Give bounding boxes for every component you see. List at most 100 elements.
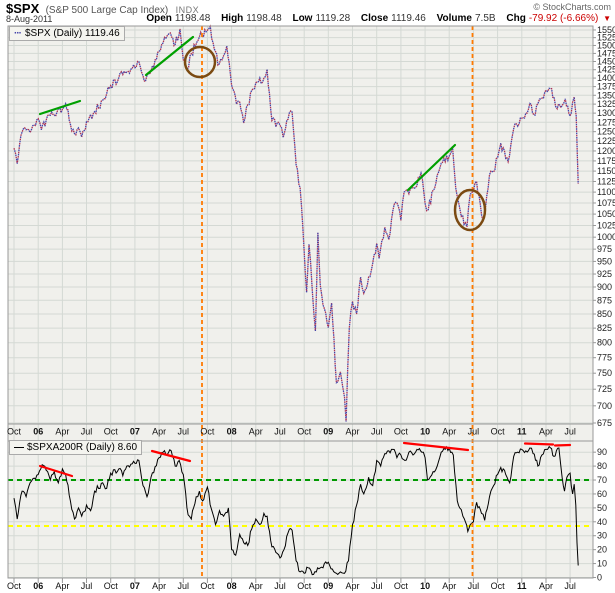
svg-text:Apr: Apr bbox=[345, 427, 359, 437]
svg-text:90: 90 bbox=[597, 447, 607, 457]
svg-text:Jul: Jul bbox=[564, 427, 576, 437]
svg-text:1525: 1525 bbox=[597, 33, 615, 43]
svg-text:Jul: Jul bbox=[468, 427, 480, 437]
svg-text:Jul: Jul bbox=[178, 427, 190, 437]
svg-text:0: 0 bbox=[597, 573, 602, 583]
svg-text:Jul: Jul bbox=[468, 581, 480, 591]
svg-text:1025: 1025 bbox=[597, 221, 615, 231]
indicator-legend: — $SPXA200R (Daily) 8.60 bbox=[9, 440, 143, 455]
y-axis-labels: 6757007257507758008258508759009259509751… bbox=[593, 25, 615, 583]
svg-text:1050: 1050 bbox=[597, 209, 615, 219]
high-label: High bbox=[221, 13, 244, 24]
svg-text:Apr: Apr bbox=[539, 581, 553, 591]
svg-text:1475: 1475 bbox=[597, 48, 615, 58]
svg-text:1125: 1125 bbox=[597, 177, 615, 187]
svg-text:850: 850 bbox=[597, 309, 612, 319]
svg-text:1225: 1225 bbox=[597, 136, 615, 146]
svg-text:40: 40 bbox=[597, 517, 607, 527]
svg-text:Jul: Jul bbox=[178, 581, 190, 591]
chg-label: Chg bbox=[506, 13, 526, 24]
low-value: 1119.28 bbox=[315, 13, 351, 24]
symbol-name: (S&P 500 Large Cap Index) bbox=[45, 5, 169, 16]
svg-text:Oct: Oct bbox=[297, 581, 312, 591]
svg-text:925: 925 bbox=[597, 269, 612, 279]
svg-text:06: 06 bbox=[33, 581, 43, 591]
svg-text:60: 60 bbox=[597, 489, 607, 499]
x-axis-labels: Oct Oct 06 06 Apr Apr Jul Jul Oct Oct 07 07 Apr Apr Ju… bbox=[7, 427, 576, 592]
chg-value: -79.92 (-6.66%) bbox=[528, 13, 599, 24]
svg-text:900: 900 bbox=[597, 282, 612, 292]
svg-text:Apr: Apr bbox=[539, 427, 553, 437]
svg-text:09: 09 bbox=[323, 427, 333, 437]
svg-text:Oct: Oct bbox=[200, 427, 215, 437]
svg-text:Oct: Oct bbox=[394, 581, 409, 591]
svg-text:07: 07 bbox=[130, 581, 140, 591]
chart-date: 8-Aug-2011 bbox=[6, 14, 53, 24]
svg-text:675: 675 bbox=[597, 418, 612, 428]
svg-text:10: 10 bbox=[420, 581, 430, 591]
svg-text:825: 825 bbox=[597, 323, 612, 333]
svg-text:Oct: Oct bbox=[7, 427, 22, 437]
svg-text:1150: 1150 bbox=[597, 166, 615, 176]
svg-text:800: 800 bbox=[597, 338, 612, 348]
quote-row: Open 1198.48 High 1198.48 Low 1119.28 Close… bbox=[138, 13, 611, 24]
svg-text:20: 20 bbox=[597, 545, 607, 555]
svg-text:1100: 1100 bbox=[597, 187, 615, 197]
plot-backgrounds bbox=[8, 26, 593, 578]
svg-text:Jul: Jul bbox=[371, 581, 383, 591]
svg-text:Jul: Jul bbox=[564, 581, 576, 591]
price-series-marker-icon: ··· bbox=[14, 28, 22, 39]
svg-text:975: 975 bbox=[597, 244, 612, 254]
svg-text:Oct: Oct bbox=[7, 581, 22, 591]
low-label: Low bbox=[292, 13, 313, 24]
svg-text:Oct: Oct bbox=[491, 581, 506, 591]
open-label: Open bbox=[146, 13, 172, 24]
svg-text:Oct: Oct bbox=[104, 427, 119, 437]
close-value: 1119.46 bbox=[391, 13, 426, 24]
chg-down-arrow-icon: ▼ bbox=[603, 14, 611, 23]
svg-text:11: 11 bbox=[517, 581, 527, 591]
open-value: 1198.48 bbox=[174, 13, 211, 24]
svg-text:Apr: Apr bbox=[55, 427, 69, 437]
price-legend: ··· $SPX (Daily) 1119.46 bbox=[9, 26, 125, 41]
svg-text:875: 875 bbox=[597, 295, 612, 305]
svg-text:Apr: Apr bbox=[442, 581, 456, 591]
svg-text:Oct: Oct bbox=[200, 581, 215, 591]
svg-text:50: 50 bbox=[597, 503, 607, 513]
svg-text:09: 09 bbox=[323, 581, 333, 591]
svg-text:1500: 1500 bbox=[597, 41, 615, 51]
svg-text:1350: 1350 bbox=[597, 90, 615, 100]
svg-text:1300: 1300 bbox=[597, 108, 615, 118]
svg-text:750: 750 bbox=[597, 368, 612, 378]
svg-text:1250: 1250 bbox=[597, 127, 615, 137]
svg-text:Oct: Oct bbox=[394, 427, 409, 437]
close-label: Close bbox=[360, 13, 389, 24]
svg-text:Oct: Oct bbox=[104, 581, 119, 591]
price-annotations bbox=[38, 35, 487, 232]
svg-text:Apr: Apr bbox=[345, 581, 359, 591]
svg-text:1325: 1325 bbox=[597, 99, 615, 109]
svg-text:1550: 1550 bbox=[597, 25, 615, 35]
svg-text:1075: 1075 bbox=[597, 198, 615, 208]
svg-text:07: 07 bbox=[130, 427, 140, 437]
svg-text:Oct: Oct bbox=[491, 427, 506, 437]
svg-text:1000: 1000 bbox=[597, 232, 615, 242]
svg-text:1200: 1200 bbox=[597, 146, 615, 156]
volume-label: Volume bbox=[436, 13, 472, 24]
svg-text:Apr: Apr bbox=[55, 581, 69, 591]
high-value: 1198.48 bbox=[246, 13, 282, 24]
svg-text:700: 700 bbox=[597, 401, 612, 411]
svg-text:950: 950 bbox=[597, 256, 612, 266]
svg-text:08: 08 bbox=[227, 427, 237, 437]
indicator-series-marker-icon: — bbox=[14, 442, 24, 453]
gridlines bbox=[8, 26, 593, 583]
svg-text:1450: 1450 bbox=[597, 57, 615, 67]
svg-text:11: 11 bbox=[517, 427, 527, 437]
indicator-annotations bbox=[38, 441, 572, 478]
event-vlines bbox=[201, 26, 474, 578]
copyright-label: © StockCharts.com bbox=[533, 2, 611, 12]
indicator-legend-text: $SPXA200R (Daily) 8.60 bbox=[27, 442, 138, 453]
svg-text:725: 725 bbox=[597, 384, 612, 394]
svg-text:1275: 1275 bbox=[597, 117, 615, 127]
